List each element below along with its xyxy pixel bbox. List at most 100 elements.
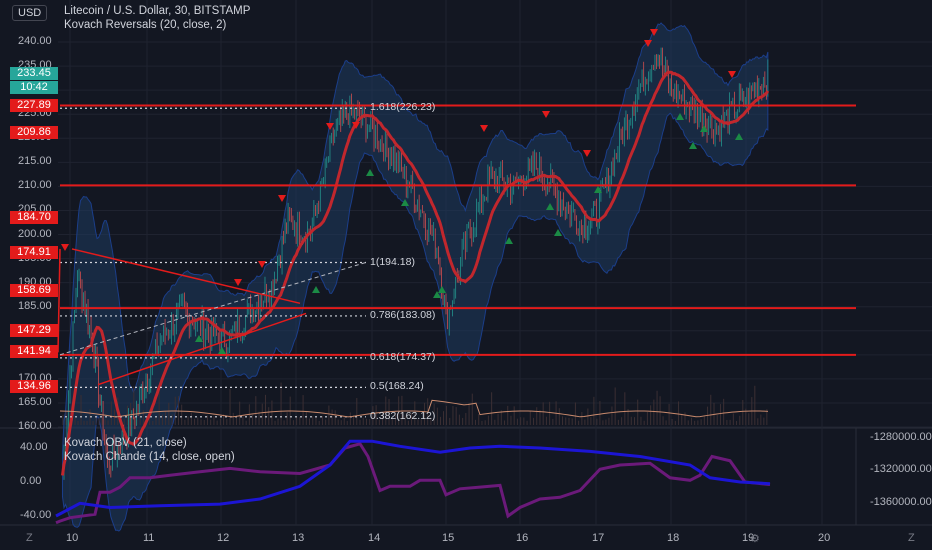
volume-bar bbox=[337, 419, 339, 425]
volume-bar bbox=[678, 401, 680, 425]
volume-bar bbox=[605, 419, 607, 425]
volume-bar bbox=[763, 417, 765, 425]
reversal-up-marker bbox=[218, 347, 226, 354]
volume-bar bbox=[331, 409, 333, 425]
volume-bar bbox=[455, 407, 457, 425]
volume-bar bbox=[133, 386, 135, 425]
volume-bar bbox=[359, 419, 361, 425]
volume-bar bbox=[465, 412, 467, 425]
volume-bar bbox=[232, 412, 234, 425]
obv-label[interactable]: Kovach OBV (21, close) bbox=[64, 437, 187, 449]
time-tick: 12 bbox=[217, 532, 230, 544]
volume-bar bbox=[346, 420, 348, 425]
obv-line bbox=[55, 439, 771, 518]
volume-bar bbox=[242, 416, 244, 425]
volume-bar bbox=[433, 403, 435, 425]
time-tick: 13 bbox=[292, 532, 305, 544]
volume-bar bbox=[602, 420, 604, 425]
reversal-up-marker bbox=[594, 186, 602, 193]
volume-bar bbox=[523, 417, 525, 425]
bollinger-band bbox=[61, 22, 769, 532]
reversal-down-marker bbox=[61, 244, 69, 251]
reversal-up-marker bbox=[433, 291, 441, 298]
reversal-up-marker bbox=[700, 125, 708, 132]
volume-bar bbox=[552, 418, 554, 425]
volume-bar bbox=[203, 420, 205, 425]
volume-bar bbox=[640, 416, 642, 425]
volume-bar bbox=[599, 401, 601, 425]
volume-bar bbox=[684, 412, 686, 425]
volume-bar bbox=[491, 392, 493, 425]
volume-bar bbox=[80, 395, 82, 425]
volume-bar bbox=[442, 411, 444, 425]
volume-bar bbox=[710, 394, 712, 425]
volume-bar bbox=[596, 418, 598, 425]
volume-bar bbox=[446, 405, 447, 425]
volume-bar bbox=[748, 413, 750, 425]
volume-bar bbox=[283, 420, 285, 425]
volume-bar bbox=[690, 417, 692, 425]
volume-bar bbox=[161, 414, 163, 425]
volume-bar bbox=[130, 403, 132, 425]
volume-bar bbox=[621, 417, 623, 425]
volume-bar bbox=[385, 396, 387, 425]
volume-bar bbox=[703, 415, 705, 425]
volume-bar bbox=[449, 417, 451, 425]
bar-countdown: 10:42 bbox=[10, 80, 58, 94]
volume-bar bbox=[305, 410, 307, 425]
volume-bar bbox=[439, 416, 441, 425]
time-tick: 18 bbox=[667, 532, 680, 544]
volume-bar bbox=[340, 420, 342, 425]
volume-bar bbox=[417, 419, 419, 425]
volume-bar bbox=[471, 393, 473, 425]
volume-bar bbox=[414, 401, 416, 425]
time-tick: 15 bbox=[442, 532, 455, 544]
volume-bar bbox=[668, 403, 670, 425]
volume-bar bbox=[646, 412, 648, 425]
chande-label[interactable]: Kovach Chande (14, close, open) bbox=[64, 451, 235, 463]
volume-bar bbox=[123, 419, 125, 425]
zoom-right-button[interactable]: Z bbox=[908, 532, 915, 544]
volume-bar bbox=[478, 414, 480, 425]
volume-bar bbox=[286, 412, 288, 425]
volume-bar bbox=[98, 418, 100, 425]
volume-bar bbox=[378, 419, 380, 425]
zoom-left-button[interactable]: Z bbox=[26, 532, 33, 544]
chande-line bbox=[55, 442, 771, 525]
volume-bar bbox=[92, 420, 94, 425]
volume-bar bbox=[520, 417, 522, 425]
reversal-down-marker bbox=[326, 123, 334, 130]
volume-bar bbox=[542, 402, 544, 425]
goto-button[interactable]: ⚙ bbox=[750, 533, 760, 545]
volume-bar bbox=[624, 392, 626, 425]
volume-bar bbox=[334, 410, 336, 425]
volume-bar bbox=[219, 418, 221, 425]
time-tick: 11 bbox=[143, 532, 155, 544]
oscillator-tick: 40.00 bbox=[20, 441, 48, 453]
current-price-tag: 233.45 bbox=[10, 66, 58, 80]
volume-bar bbox=[571, 418, 573, 425]
fib-label: 1(194.18) bbox=[370, 255, 415, 268]
volume-bar bbox=[391, 418, 393, 425]
volume-bar bbox=[736, 420, 738, 425]
volume-bar bbox=[171, 414, 173, 425]
reversal-up-marker bbox=[676, 113, 684, 120]
reversal-down-marker bbox=[583, 150, 591, 157]
volume-bar bbox=[142, 410, 144, 425]
volume-bar bbox=[226, 419, 228, 425]
oscillator-tick: -40.00 bbox=[20, 509, 52, 521]
reversal-down-marker bbox=[650, 29, 658, 36]
volume-bar bbox=[536, 407, 538, 425]
volume-bar bbox=[302, 395, 304, 425]
volume-bar bbox=[659, 396, 661, 425]
volume-bar bbox=[223, 414, 225, 425]
indicator-label[interactable]: Kovach Reversals (20, close, 2) bbox=[64, 19, 227, 31]
volume-bar bbox=[349, 412, 351, 425]
volume-bar bbox=[321, 415, 323, 425]
currency-button[interactable]: USD bbox=[12, 5, 48, 21]
volume-bar bbox=[516, 418, 518, 425]
volume-bar bbox=[533, 417, 535, 425]
volume-bar bbox=[235, 417, 237, 425]
volume-bar bbox=[716, 415, 718, 425]
